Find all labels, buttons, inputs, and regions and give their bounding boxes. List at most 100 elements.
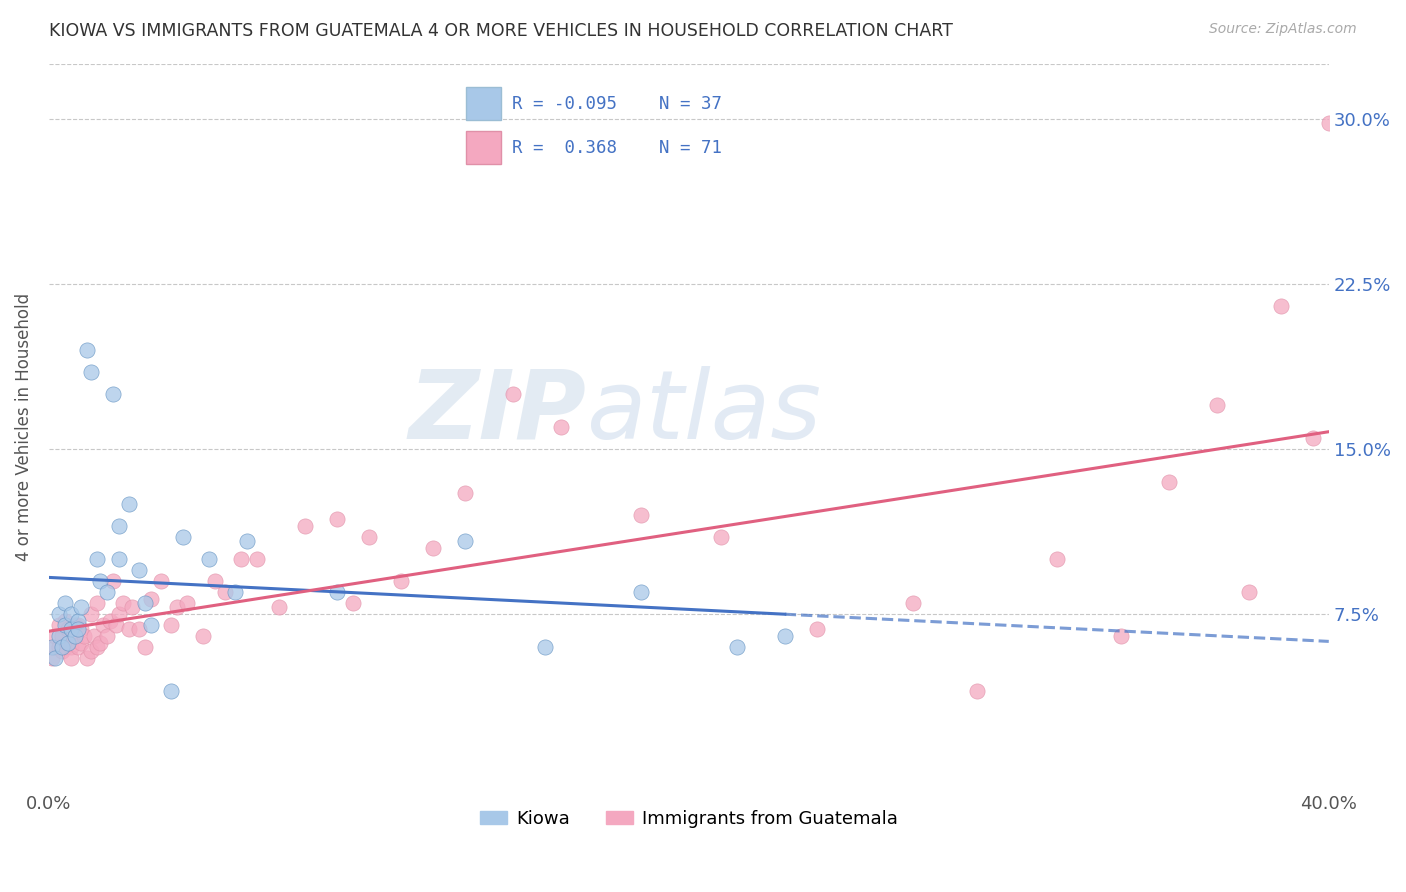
Legend: Kiowa, Immigrants from Guatemala: Kiowa, Immigrants from Guatemala xyxy=(472,803,905,835)
Point xyxy=(41,640,63,654)
Point xyxy=(294,519,316,533)
Point xyxy=(389,574,412,588)
Point xyxy=(70,623,93,637)
Point xyxy=(96,629,118,643)
Point xyxy=(269,600,291,615)
Point xyxy=(108,607,131,621)
Point xyxy=(214,585,236,599)
Text: atlas: atlas xyxy=(586,366,821,459)
Point xyxy=(725,640,748,654)
Point xyxy=(56,635,79,649)
Point xyxy=(191,629,214,643)
Point xyxy=(550,420,572,434)
Point xyxy=(105,618,128,632)
Point xyxy=(901,596,924,610)
Point xyxy=(79,365,101,379)
Point xyxy=(83,629,105,643)
Point xyxy=(101,387,124,401)
Point xyxy=(66,640,89,654)
Point xyxy=(630,585,652,599)
Point xyxy=(66,623,89,637)
Point xyxy=(118,497,141,511)
Point xyxy=(98,614,121,628)
Y-axis label: 4 or more Vehicles in Household: 4 or more Vehicles in Household xyxy=(15,293,32,561)
Point xyxy=(773,629,796,643)
Point xyxy=(1237,585,1260,599)
Point xyxy=(48,640,70,654)
Point xyxy=(48,607,70,621)
Point xyxy=(422,541,444,555)
Point xyxy=(51,640,73,654)
Point xyxy=(326,585,349,599)
Point xyxy=(86,596,108,610)
Point xyxy=(44,640,66,654)
Point xyxy=(176,596,198,610)
Text: Source: ZipAtlas.com: Source: ZipAtlas.com xyxy=(1209,22,1357,37)
Point xyxy=(70,600,93,615)
Point xyxy=(89,635,111,649)
Point xyxy=(51,629,73,643)
Point xyxy=(70,635,93,649)
Point xyxy=(51,644,73,658)
Point xyxy=(76,651,98,665)
Point xyxy=(134,640,156,654)
Point xyxy=(44,651,66,665)
Point xyxy=(79,607,101,621)
Point xyxy=(60,607,83,621)
Point xyxy=(1046,552,1069,566)
Point xyxy=(86,640,108,654)
Point xyxy=(630,508,652,522)
Point xyxy=(63,629,86,643)
Point xyxy=(966,684,988,698)
Point xyxy=(1157,475,1180,489)
Point xyxy=(48,618,70,632)
Point xyxy=(806,623,828,637)
Point xyxy=(73,629,96,643)
Point xyxy=(246,552,269,566)
Point xyxy=(89,574,111,588)
Point xyxy=(134,596,156,610)
Point xyxy=(44,629,66,643)
Point xyxy=(128,563,150,577)
Point xyxy=(710,530,733,544)
Point xyxy=(63,629,86,643)
Point xyxy=(229,552,252,566)
Point xyxy=(48,629,70,643)
Point xyxy=(79,644,101,658)
Point xyxy=(1270,299,1292,313)
Point xyxy=(41,651,63,665)
Point xyxy=(198,552,221,566)
Point xyxy=(56,635,79,649)
Point xyxy=(149,574,172,588)
Point xyxy=(159,684,181,698)
Point xyxy=(1302,431,1324,445)
Point xyxy=(93,618,115,632)
Point xyxy=(60,623,83,637)
Point xyxy=(60,651,83,665)
Point xyxy=(53,596,76,610)
Point xyxy=(454,486,477,500)
Point xyxy=(1109,629,1132,643)
Point xyxy=(224,585,246,599)
Point xyxy=(128,623,150,637)
Point xyxy=(204,574,226,588)
Point xyxy=(1205,398,1227,412)
Point xyxy=(76,343,98,357)
Point xyxy=(108,519,131,533)
Point xyxy=(141,591,163,606)
Point xyxy=(172,530,194,544)
Point xyxy=(86,552,108,566)
Point xyxy=(357,530,380,544)
Point xyxy=(166,600,188,615)
Point xyxy=(108,552,131,566)
Point xyxy=(326,512,349,526)
Point xyxy=(1317,116,1340,130)
Point xyxy=(66,614,89,628)
Point xyxy=(159,618,181,632)
Point xyxy=(454,534,477,549)
Text: ZIP: ZIP xyxy=(409,366,586,459)
Point xyxy=(111,596,134,610)
Point xyxy=(236,534,259,549)
Point xyxy=(101,574,124,588)
Point xyxy=(53,618,76,632)
